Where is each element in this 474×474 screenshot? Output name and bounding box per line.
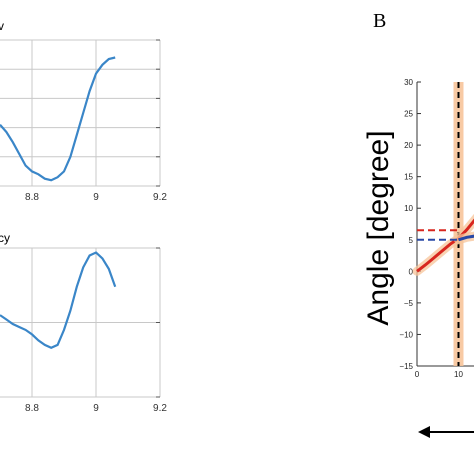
- angle-series-line: [458, 234, 474, 242]
- bottom-chart-grid: [0, 247, 161, 398]
- angle-x-tick-label: 10: [454, 370, 463, 379]
- top-chart-grid: [0, 39, 161, 187]
- angle-x-tick-label: 0: [415, 370, 420, 379]
- angle-y-tick-label: 25: [404, 110, 413, 119]
- top-chart-title-fragment: v: [0, 19, 4, 33]
- angle-chart-y-ticks: 30 25 20 15 10 5 0 −5 −10 −15: [399, 78, 421, 371]
- angle-y-axis-label: Angle [degree]: [362, 130, 395, 325]
- angle-y-tick-label: 30: [404, 78, 413, 87]
- top-chart-series-line: [0, 56, 116, 182]
- angle-y-tick-label: −10: [399, 330, 413, 339]
- bottom-chart-x-tick-label: 8.8: [25, 403, 39, 414]
- angle-series-line: [416, 218, 474, 273]
- bottom-chart-x-tick-label: 9.2: [153, 403, 167, 414]
- top-line-chart: v 8.8 9 9.2: [0, 19, 167, 203]
- panel-b-label: B: [373, 10, 386, 32]
- bottom-chart-title-fragment: cy: [0, 231, 10, 245]
- angle-y-tick-label: 5: [409, 236, 414, 245]
- angle-y-tick-label: 0: [409, 267, 414, 276]
- left-arrow-icon: [418, 426, 474, 438]
- angle-chart: Angle [degree] 30 25 20 15 10 5 0 −5 −10 −15 0 10: [362, 78, 474, 379]
- bottom-chart-x-ticks: 8.8 9 9.2: [25, 403, 167, 414]
- top-chart-x-tick-label: 8.8: [25, 192, 39, 203]
- angle-y-tick-label: −5: [404, 299, 414, 308]
- bottom-chart-x-tick-label: 9: [93, 403, 99, 414]
- angle-y-tick-label: −15: [399, 362, 413, 371]
- bottom-chart-series-line: [0, 251, 117, 350]
- angle-y-tick-label: 15: [404, 173, 413, 182]
- angle-y-tick-label: 20: [404, 141, 413, 150]
- top-chart-x-tick-label: 9: [93, 192, 99, 203]
- angle-chart-x-ticks: 0 10: [415, 370, 464, 379]
- top-chart-x-tick-label: 9.2: [153, 192, 167, 203]
- bottom-line-chart: cy 8.8 9 9.2: [0, 231, 167, 414]
- angle-chart-frame: [416, 82, 474, 367]
- top-chart-x-ticks: 8.8 9 9.2: [25, 192, 167, 203]
- angle-y-tick-label: 10: [404, 204, 413, 213]
- angle-chart-marks: [412, 82, 474, 366]
